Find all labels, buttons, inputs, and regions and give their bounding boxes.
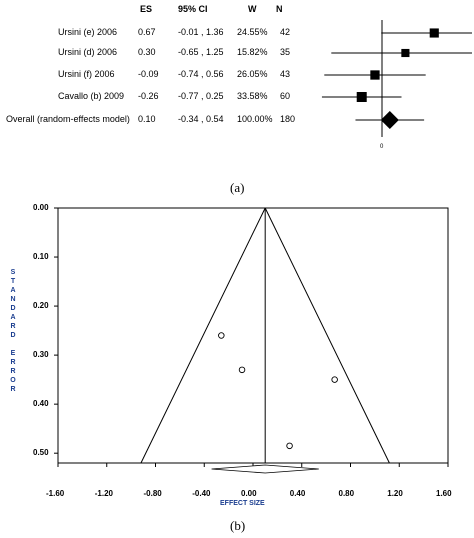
y-axis-label-char: N bbox=[10, 296, 16, 303]
study-ci: -0.34 , 0.54 bbox=[178, 114, 224, 124]
y-axis-label-char: A bbox=[10, 287, 16, 294]
study-n: 42 bbox=[280, 27, 291, 37]
y-axis-label-char: O bbox=[10, 377, 16, 384]
study-marker bbox=[356, 92, 367, 102]
header-n: N bbox=[276, 4, 283, 14]
y-tick-label: 0.40 bbox=[33, 399, 49, 409]
x-tick-label: 1.60 bbox=[436, 489, 452, 498]
overall-label: Overall (random-effects model) bbox=[6, 114, 130, 124]
x-tick-label: 0.00 bbox=[241, 489, 257, 498]
study-ci: -0.74 , 0.56 bbox=[178, 69, 224, 79]
study-n: 180 bbox=[280, 114, 296, 124]
y-axis-label-char: R bbox=[10, 368, 16, 375]
forest-plot-svg bbox=[321, 20, 472, 137]
x-tick-label: -1.60 bbox=[46, 489, 65, 498]
x-tick-label: -1.20 bbox=[94, 489, 113, 498]
x-tick-label: -0.80 bbox=[143, 489, 162, 498]
study-marker bbox=[429, 28, 439, 38]
header-w: W bbox=[248, 4, 257, 14]
study-weight: 24.55% bbox=[237, 27, 268, 37]
y-tick-label: 0.10 bbox=[33, 252, 49, 262]
study-es: 0.10 bbox=[138, 114, 156, 124]
overall-diamond bbox=[380, 111, 399, 129]
study-weight: 33.58% bbox=[237, 91, 268, 101]
study-ci: -0.65 , 1.25 bbox=[178, 47, 224, 57]
y-axis-label-char: R bbox=[10, 359, 16, 366]
caption-a: (a) bbox=[230, 180, 245, 195]
y-axis-label-char: D bbox=[10, 305, 16, 312]
study-es: 0.67 bbox=[138, 27, 156, 37]
y-axis-label-char bbox=[8, 340, 18, 349]
x-tick-label: -0.40 bbox=[192, 489, 211, 498]
study-n: 43 bbox=[280, 69, 291, 79]
funnel-left-line bbox=[140, 207, 266, 464]
study-point bbox=[331, 376, 338, 383]
y-tick-label: 0.20 bbox=[33, 301, 49, 311]
study-n: 60 bbox=[280, 91, 291, 101]
study-label: Ursini (f) 2006 bbox=[58, 69, 115, 79]
study-label: Ursini (d) 2006 bbox=[58, 47, 118, 57]
header-ci: 95% CI bbox=[178, 4, 208, 14]
funnel-right-line bbox=[264, 207, 390, 464]
study-es: 0.30 bbox=[138, 47, 156, 57]
study-es: -0.09 bbox=[138, 69, 159, 79]
pooled-diamond bbox=[211, 464, 319, 474]
y-tick-label: 0.00 bbox=[33, 203, 49, 212]
study-n: 35 bbox=[280, 47, 291, 57]
study-label: Cavallo (b) 2009 bbox=[58, 91, 125, 101]
study-point bbox=[286, 442, 293, 450]
study-marker bbox=[401, 48, 410, 58]
forest-zero-label: 0 bbox=[380, 144, 384, 150]
y-axis-label-char: S bbox=[10, 269, 16, 276]
y-tick-label: 0.30 bbox=[33, 350, 49, 360]
study-es: -0.26 bbox=[138, 91, 159, 101]
header-es: ES bbox=[140, 4, 153, 14]
study-ci: -0.77 , 0.25 bbox=[178, 91, 224, 101]
x-axis-label: EFFECT SIZE bbox=[220, 500, 265, 507]
study-marker bbox=[370, 70, 380, 80]
y-axis-label-char: E bbox=[10, 350, 16, 357]
x-tick-label: 0.80 bbox=[338, 489, 355, 498]
y-axis-label-char: T bbox=[10, 278, 16, 285]
study-ci: -0.01 , 1.36 bbox=[178, 27, 224, 37]
study-point bbox=[218, 332, 225, 339]
x-tick-label: 0.40 bbox=[289, 489, 306, 498]
study-label: Ursini (e) 2006 bbox=[58, 27, 118, 37]
y-axis-label-char: R bbox=[10, 323, 16, 330]
y-axis-label-char: R bbox=[10, 386, 16, 393]
caption-b: (b) bbox=[230, 518, 246, 533]
study-weight: 15.82% bbox=[237, 47, 268, 57]
y-axis-label-char: D bbox=[10, 332, 16, 339]
study-weight: 100.00% bbox=[237, 114, 273, 124]
plot-frame bbox=[57, 207, 449, 464]
y-tick-label: 0.50 bbox=[33, 448, 49, 458]
x-tick-label: 1.20 bbox=[387, 489, 403, 498]
y-axis-label-char: A bbox=[10, 314, 16, 321]
study-point bbox=[238, 366, 246, 374]
study-weight: 26.05% bbox=[237, 69, 268, 79]
